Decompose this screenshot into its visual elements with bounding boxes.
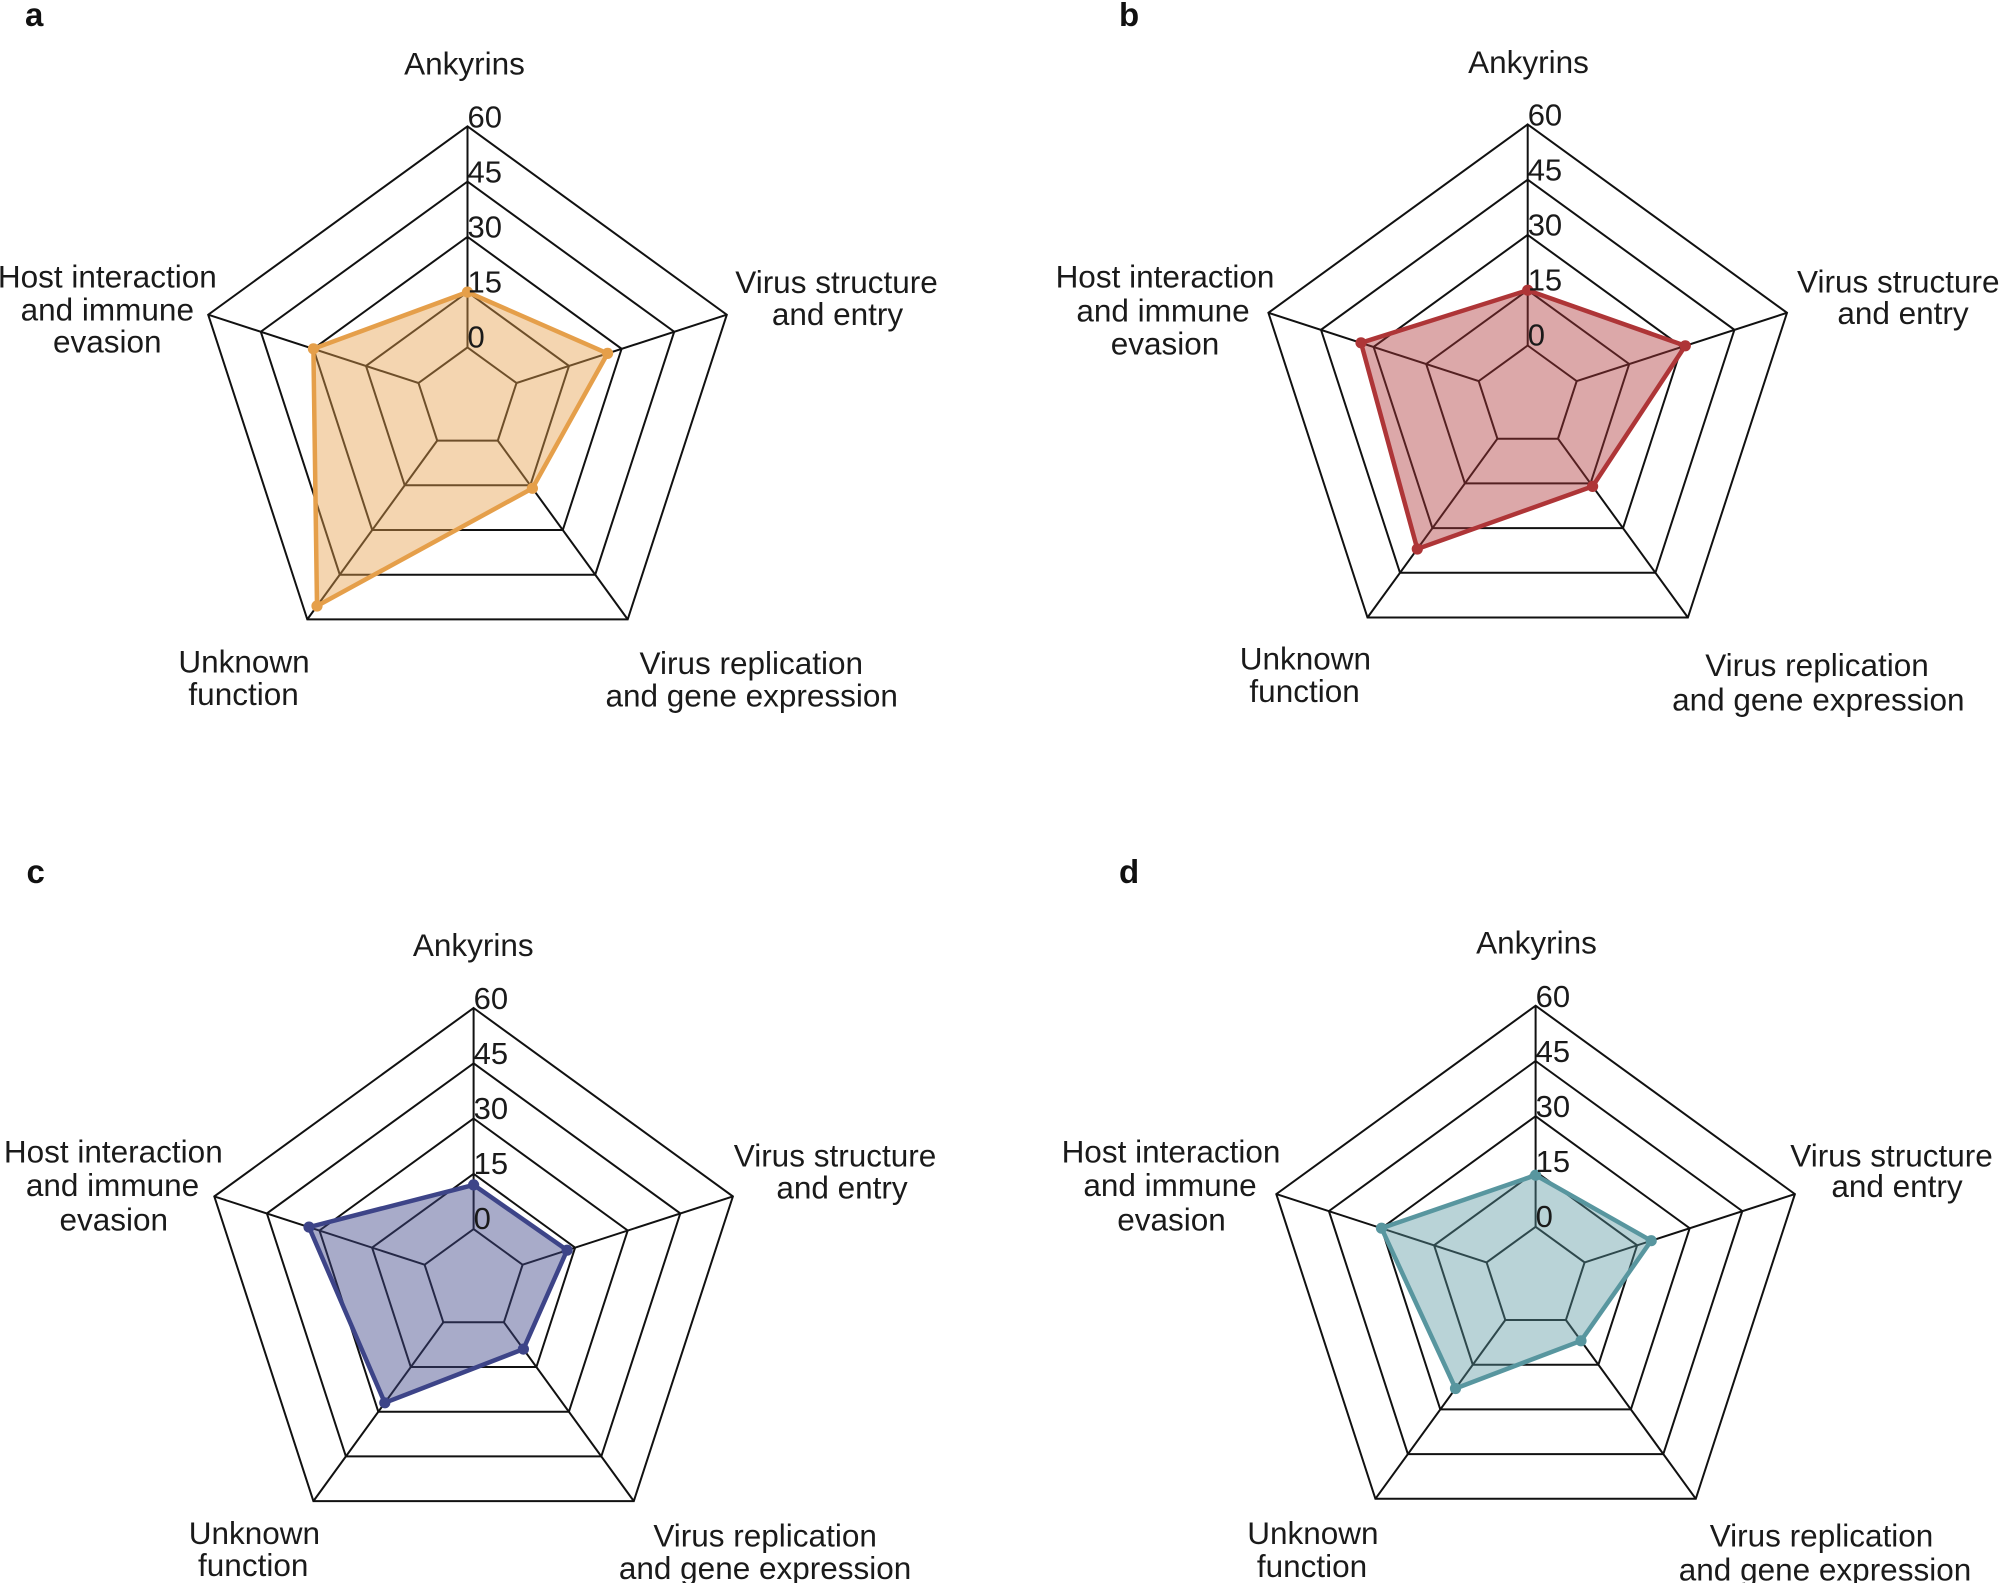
svg-text:Host interaction: Host interaction — [4, 1133, 223, 1169]
svg-text:Ankyrins: Ankyrins — [404, 45, 525, 81]
svg-text:Virus structure: Virus structure — [1797, 264, 2000, 300]
svg-text:c: c — [27, 853, 45, 890]
svg-text:30: 30 — [1536, 1089, 1570, 1124]
svg-text:Ankyrins: Ankyrins — [1476, 925, 1597, 961]
svg-text:and entry: and entry — [776, 1170, 908, 1206]
svg-text:30: 30 — [1528, 208, 1562, 243]
svg-text:evasion: evasion — [1111, 326, 1220, 362]
svg-text:Unknown: Unknown — [178, 644, 309, 680]
svg-text:0: 0 — [474, 1201, 491, 1236]
svg-text:60: 60 — [468, 100, 502, 135]
svg-text:and immune: and immune — [1076, 292, 1249, 328]
svg-text:0: 0 — [1528, 318, 1545, 353]
svg-text:and gene expression: and gene expression — [619, 1550, 911, 1583]
svg-text:30: 30 — [474, 1091, 508, 1126]
svg-text:function: function — [198, 1547, 308, 1583]
svg-text:15: 15 — [1528, 263, 1562, 298]
svg-text:Ankyrins: Ankyrins — [413, 927, 534, 963]
svg-text:Virus replication: Virus replication — [1705, 647, 1929, 683]
svg-text:Host interaction: Host interaction — [1062, 1133, 1281, 1169]
svg-text:15: 15 — [468, 265, 502, 300]
svg-text:Virus replication: Virus replication — [640, 645, 864, 681]
svg-text:and gene expression: and gene expression — [605, 678, 897, 714]
svg-text:Unknown: Unknown — [1240, 641, 1371, 677]
svg-text:15: 15 — [474, 1146, 508, 1181]
svg-text:60: 60 — [1536, 979, 1570, 1014]
svg-text:Unknown: Unknown — [189, 1515, 320, 1551]
svg-text:evasion: evasion — [60, 1201, 169, 1237]
svg-text:and entry: and entry — [772, 296, 904, 332]
svg-text:15: 15 — [1536, 1144, 1570, 1179]
svg-text:Virus structure: Virus structure — [734, 1138, 937, 1174]
svg-text:60: 60 — [474, 981, 508, 1016]
svg-text:Ankyrins: Ankyrins — [1468, 44, 1589, 80]
svg-text:and entry: and entry — [1831, 1168, 1963, 1204]
svg-text:and gene expression: and gene expression — [1679, 1552, 1971, 1584]
svg-text:and immune: and immune — [1083, 1167, 1256, 1203]
svg-text:Virus structure: Virus structure — [735, 264, 938, 300]
svg-text:evasion: evasion — [1117, 1201, 1226, 1237]
svg-text:and gene expression: and gene expression — [1672, 682, 1964, 718]
svg-text:Virus replication: Virus replication — [1710, 1517, 1934, 1553]
svg-text:45: 45 — [1536, 1034, 1570, 1069]
svg-text:60: 60 — [1528, 98, 1562, 133]
svg-text:function: function — [188, 676, 298, 712]
svg-text:and immune: and immune — [26, 1167, 199, 1203]
svg-text:d: d — [1119, 853, 1139, 890]
svg-text:and entry: and entry — [1837, 295, 1969, 331]
svg-text:Host interaction: Host interaction — [0, 259, 217, 295]
svg-text:Host interaction: Host interaction — [1056, 259, 1275, 295]
svg-text:45: 45 — [1528, 153, 1562, 188]
svg-text:0: 0 — [1536, 1199, 1553, 1234]
svg-text:b: b — [1119, 0, 1139, 33]
svg-text:function: function — [1257, 1548, 1367, 1583]
svg-text:Virus structure: Virus structure — [1790, 1137, 1993, 1173]
svg-text:45: 45 — [468, 155, 502, 190]
svg-text:function: function — [1249, 673, 1359, 709]
svg-text:a: a — [25, 0, 44, 33]
svg-text:Unknown: Unknown — [1247, 1515, 1378, 1551]
svg-text:and immune: and immune — [21, 292, 194, 328]
svg-text:0: 0 — [468, 320, 485, 355]
svg-text:evasion: evasion — [53, 324, 162, 360]
svg-text:Virus replication: Virus replication — [653, 1517, 877, 1553]
svg-text:45: 45 — [474, 1036, 508, 1071]
svg-text:30: 30 — [468, 210, 502, 245]
